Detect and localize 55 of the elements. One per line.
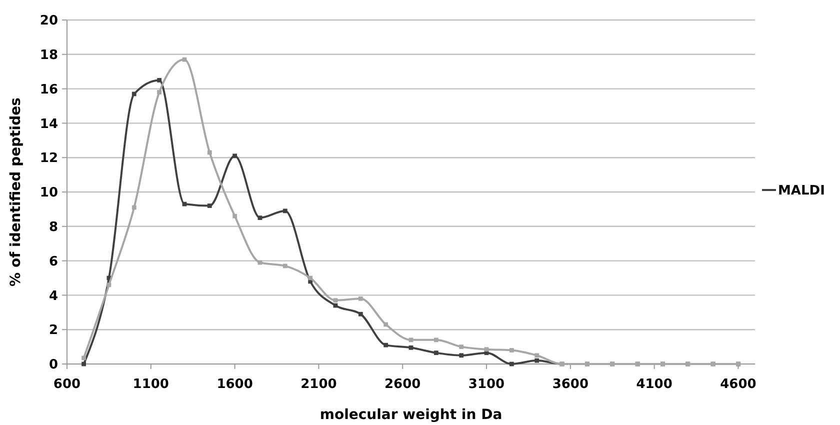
point [182,57,187,62]
x-tick-label: 2600 [384,377,421,392]
y-tick-label: 12 [40,151,58,166]
point [82,356,86,360]
point [358,312,363,316]
y-tick-label: 16 [40,82,58,98]
x-tick-label: 4600 [720,377,756,392]
x-tick-label: 1600 [216,377,253,392]
point [384,342,388,348]
point [258,216,262,220]
point [82,362,86,366]
x-tick-label: 2100 [300,377,337,392]
point [282,208,288,214]
x-tick-label: 4100 [636,377,672,392]
point [308,276,313,280]
point [157,78,162,82]
point [534,358,540,363]
point [106,282,112,288]
y-tick-label: 20 [40,14,58,29]
point [459,353,464,358]
point [408,345,414,350]
point [207,150,212,155]
point [157,90,162,94]
point [509,362,514,366]
point [509,348,514,352]
point [132,205,136,210]
point [459,344,464,349]
x-tick-label: 3100 [468,377,505,392]
y-tick-label: 0 [48,358,58,373]
point [132,92,136,96]
point [207,204,212,208]
y-axis-title: % of identified peptides [8,98,24,286]
point [484,347,489,352]
point [384,322,388,327]
point [232,154,238,158]
legend-label: MALDI [778,184,825,199]
point [232,214,238,218]
y-tick-label: 2 [48,323,58,338]
point [358,296,363,301]
y-tick-label: 8 [48,220,58,235]
point [282,264,288,268]
point [408,338,414,342]
x-tick-label: 1100 [132,377,169,392]
x-axis-title: molecular weight in Da [320,407,502,423]
x-tick-label: 600 [53,377,81,392]
point [434,350,438,356]
point [333,298,338,303]
y-tick-label: 4 [48,288,58,304]
y-tick-label: 14 [40,116,58,132]
point [534,353,540,358]
x-tick-label: 3600 [552,377,589,392]
point [434,338,438,342]
y-tick-label: 10 [40,186,58,201]
y-tick-label: 6 [48,254,58,270]
y-tick-label: 18 [40,48,58,63]
